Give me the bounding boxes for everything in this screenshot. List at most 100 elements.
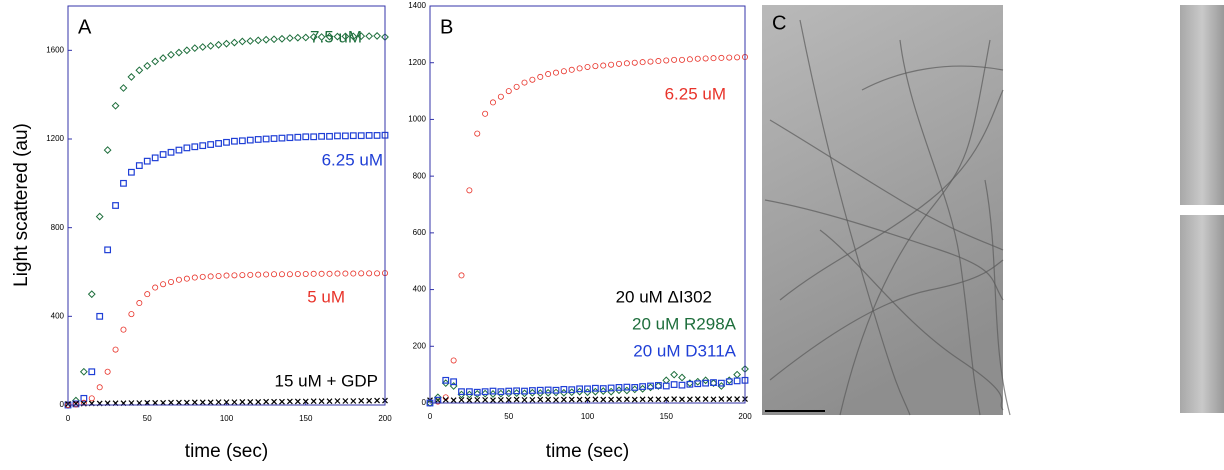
- data-point: [489, 390, 497, 398]
- data-point: [285, 34, 294, 43]
- data-point: [600, 396, 607, 403]
- data-point: [512, 389, 521, 397]
- data-point: [654, 382, 663, 390]
- data-point: [309, 33, 318, 41]
- data-point: [215, 399, 222, 406]
- data-point: [608, 61, 615, 68]
- data-point: [254, 36, 263, 45]
- data-point: [646, 383, 655, 392]
- data-point: [270, 135, 278, 142]
- panel-label: C: [772, 12, 786, 34]
- plot: 0 50 100 150 200 0 400 800 1200 1600 7.5 uM 6.25 uM…: [11, 5, 392, 462]
- data-point: [718, 396, 725, 402]
- data-point: [630, 385, 639, 394]
- data-point: [286, 271, 293, 278]
- data-point: [317, 33, 326, 41]
- data-point: [647, 58, 654, 65]
- data-point: [631, 59, 638, 66]
- data-point: [215, 140, 222, 147]
- data-point: [733, 370, 742, 379]
- data-point: [545, 396, 552, 403]
- data-point: [474, 130, 481, 137]
- data-point: [663, 396, 670, 403]
- inset-image: [1180, 5, 1224, 205]
- data-point: [238, 37, 247, 46]
- data-point: [247, 271, 254, 278]
- data-point: [686, 56, 693, 63]
- y-tick-label: 1600: [46, 45, 64, 54]
- data-point: [144, 291, 151, 298]
- data-point: [175, 276, 182, 283]
- data-point: [206, 41, 215, 50]
- data-point: [80, 394, 88, 402]
- data-point: [663, 57, 670, 64]
- data-point: [215, 272, 222, 279]
- data-point: [599, 385, 607, 392]
- y-tick-label: 800: [51, 223, 65, 232]
- data-point: [167, 148, 175, 156]
- data-point: [199, 399, 206, 406]
- data-point: [152, 284, 159, 291]
- data-point: [104, 246, 112, 254]
- y-tick-label: 800: [413, 171, 427, 180]
- data-point: [513, 387, 521, 395]
- data-point: [662, 382, 670, 390]
- data-point: [481, 388, 489, 396]
- data-point: [458, 388, 465, 396]
- data-point: [504, 389, 513, 398]
- data-point: [168, 399, 174, 406]
- y-tick-label: 400: [51, 311, 65, 320]
- plot-frame: [67, 5, 386, 406]
- series-label: 6.25 uM: [322, 150, 383, 169]
- filaments: [764, 19, 1011, 416]
- data-point: [263, 398, 270, 405]
- data-point: [191, 274, 198, 281]
- data-point: [302, 398, 309, 405]
- data-point: [278, 34, 286, 43]
- data-point: [726, 54, 733, 61]
- data-point: [144, 399, 151, 406]
- data-point: [560, 385, 568, 393]
- data-point: [552, 386, 560, 394]
- data-point: [616, 396, 622, 403]
- data-point: [278, 271, 285, 278]
- data-point: [575, 387, 584, 396]
- data-point: [584, 63, 591, 70]
- data-point: [191, 143, 199, 151]
- data-point: [607, 384, 615, 392]
- data-point: [111, 101, 120, 110]
- inset-image: [1180, 215, 1224, 413]
- data-point: [366, 397, 373, 404]
- data-point: [584, 385, 591, 393]
- data-point: [679, 396, 685, 403]
- data-point: [647, 382, 654, 390]
- x-axis-label: time (sec): [546, 441, 629, 462]
- data-point: [120, 179, 127, 187]
- data-point: [505, 88, 512, 95]
- data-point: [465, 388, 473, 396]
- data-point: [334, 132, 341, 140]
- data-point: [357, 32, 366, 41]
- y-tick-label: 1200: [408, 58, 426, 67]
- data-point: [497, 396, 504, 403]
- data-point: [374, 397, 380, 404]
- data-point: [537, 73, 544, 80]
- data-point: [473, 388, 481, 396]
- data-point: [176, 399, 182, 406]
- data-point: [670, 381, 678, 388]
- data-point: [544, 388, 553, 397]
- data-point: [239, 398, 246, 405]
- data-point: [223, 138, 230, 146]
- data-point: [647, 396, 654, 403]
- data-point: [568, 66, 575, 73]
- data-point: [521, 79, 528, 86]
- data-point: [567, 388, 576, 397]
- data-point: [318, 398, 325, 405]
- series-label: 15 uM + GDP: [275, 371, 378, 390]
- data-point: [127, 73, 136, 81]
- data-point: [686, 396, 693, 403]
- data-point: [128, 311, 135, 318]
- data-point: [191, 399, 198, 406]
- data-point: [310, 398, 317, 405]
- data-point: [349, 132, 357, 140]
